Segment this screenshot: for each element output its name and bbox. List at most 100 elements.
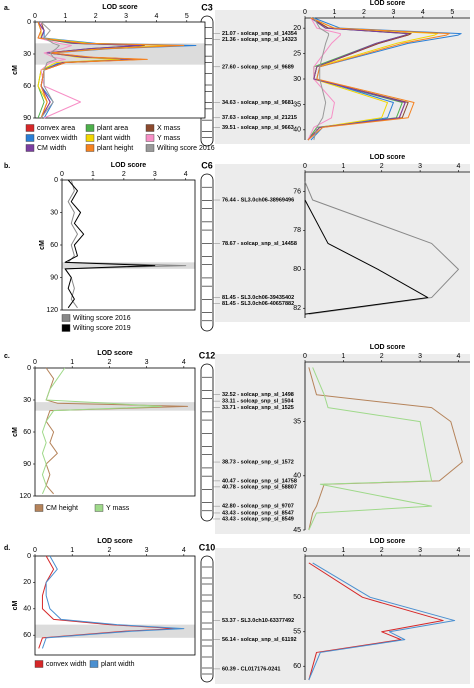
y-tick-label: 82	[293, 305, 301, 312]
legend-swatch	[25, 124, 35, 132]
legend-swatch	[85, 144, 95, 152]
x-tick-label: 3	[145, 547, 149, 554]
legend-label: convex width	[46, 661, 87, 668]
x-axis-label: LOD score	[370, 154, 406, 161]
x-tick-label: 4	[154, 13, 158, 20]
y-tick-label: 40	[293, 127, 301, 134]
lod-line	[41, 367, 163, 495]
legend-label: plant height	[97, 145, 133, 152]
y-tick-label: 50	[293, 594, 301, 601]
x-tick-label: 4	[457, 547, 461, 554]
x-tick-label: 5	[185, 13, 189, 20]
x-tick-label: 0	[33, 359, 37, 366]
y-tick-label: 76	[293, 188, 301, 195]
lod-line	[308, 367, 433, 531]
chromosome-label: C10	[199, 542, 216, 552]
chromosome	[200, 363, 214, 522]
legend-label: Y mass	[157, 135, 181, 142]
marker-label: 53.37 - SL3.0ch10-63377492	[222, 618, 294, 624]
x-tick-label: 0	[33, 13, 37, 20]
x-tick-label: 4	[421, 9, 425, 16]
y-tick-label: 60	[23, 83, 31, 90]
x-tick-label: 1	[341, 163, 345, 170]
y-tick-label: 30	[23, 397, 31, 404]
marker-label: 81.45 - SL3.0ch06-40657882	[222, 301, 294, 307]
x-tick-label: 0	[303, 9, 307, 16]
x-tick-label: 2	[380, 353, 384, 360]
y-tick-label: 30	[293, 76, 301, 83]
marker-label: 34.63 - solcap_snp_sl_9681	[222, 100, 294, 106]
y-tick-label: 90	[23, 461, 31, 468]
legend-swatch	[34, 504, 44, 512]
x-axis-label: LOD score	[370, 344, 406, 351]
legend-label: CM width	[37, 145, 66, 152]
legend-swatch	[85, 134, 95, 142]
x-tick-label: 2	[107, 547, 111, 554]
y-tick-label: 60	[23, 429, 31, 436]
panel-label: c.	[4, 353, 10, 360]
y-tick-label: 40	[293, 473, 301, 480]
x-tick-label: 3	[418, 163, 422, 170]
x-tick-label: 3	[391, 9, 395, 16]
x-tick-label: 0	[303, 163, 307, 170]
x-tick-label: 0	[303, 547, 307, 554]
marker-label: 56.14 - solcap_snp_sl_61192	[222, 637, 297, 643]
x-tick-label: 2	[380, 547, 384, 554]
x-tick-label: 1	[341, 547, 345, 554]
marker-label: 76.44 - SL3.0ch06-38969496	[222, 197, 294, 203]
x-tick-label: 4	[182, 359, 186, 366]
marker-label: 43.43 - solcap_snp_sl_8547	[222, 510, 294, 516]
legend-swatch	[145, 144, 155, 152]
x-axis-label: LOD score	[97, 350, 133, 357]
zoom-region	[215, 548, 470, 684]
lod-line	[41, 555, 185, 649]
lod-line	[308, 562, 444, 681]
marker-label: 21.07 - solcap_snp_sl_14354	[222, 31, 298, 37]
y-tick-label: 90	[50, 274, 58, 281]
chromosome-label: C12	[199, 350, 216, 360]
marker-label: 39.51 - solcap_snp_sl_9663	[222, 125, 294, 131]
x-tick-label: 0	[60, 171, 64, 178]
y-tick-label: 45	[293, 527, 301, 534]
x-tick-label: 4	[184, 171, 188, 178]
legend-label: Wilting score 2019	[73, 325, 131, 332]
plot-frame	[34, 21, 206, 119]
marker-label: 78.67 - solcap_snp_sl_14458	[222, 241, 297, 247]
y-tick-label: 80	[293, 266, 301, 273]
legend-swatch	[61, 314, 71, 322]
y-tick-label: 0	[27, 365, 31, 372]
y-tick-label: 90	[23, 115, 31, 122]
zoom-region	[215, 354, 470, 534]
marker-label: 81.45 - SL3.0ch06-39435402	[222, 295, 294, 301]
legend-label: X mass	[157, 125, 181, 132]
panel-label: a.	[4, 5, 10, 12]
marker-label: 42.80 - solcap_snp_sl_9707	[222, 504, 294, 510]
legend-swatch	[25, 144, 35, 152]
y-tick-label: 40	[23, 606, 31, 613]
marker-label: 43.43 - solcap_snp_sl_8549	[222, 516, 294, 522]
x-axis-label: LOD score	[97, 538, 133, 545]
zoom-region	[215, 164, 470, 322]
x-tick-label: 4	[457, 353, 461, 360]
qtl-interval	[35, 624, 195, 638]
chromosome-label: C6	[201, 160, 213, 170]
y-axis-label: cM	[39, 240, 46, 250]
x-tick-label: 1	[63, 13, 67, 20]
y-tick-label: 35	[293, 101, 301, 108]
lod-line	[64, 179, 156, 309]
legend-swatch	[145, 134, 155, 142]
y-axis-label: cM	[12, 427, 19, 437]
lod-line	[307, 17, 409, 141]
plot-bg	[35, 556, 195, 655]
legend-label: plant area	[97, 125, 128, 132]
x-axis-label: LOD score	[111, 162, 147, 169]
lod-line	[304, 181, 459, 315]
y-tick-label: 25	[293, 50, 301, 57]
x-tick-label: 1	[70, 359, 74, 366]
marker-label: 33.71 - solcap_snp_sl_1525	[222, 405, 294, 411]
plot-bg	[62, 180, 195, 310]
legend-label: Wilting score 2016	[73, 315, 131, 322]
y-tick-label: 0	[27, 19, 31, 26]
x-tick-label: 0	[303, 353, 307, 360]
marker-label: 40.78 - solcap_snp_sl_58807	[222, 484, 297, 490]
